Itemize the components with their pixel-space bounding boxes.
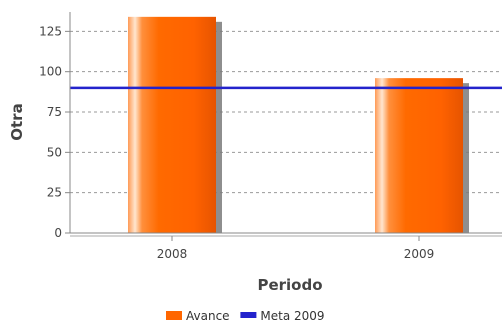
y-tick-label: 100	[39, 65, 62, 79]
bar-2009	[375, 78, 463, 233]
legend-swatch-line	[240, 312, 257, 318]
x-tick-label: 2008	[157, 247, 188, 261]
y-tick-label: 125	[39, 24, 62, 38]
legend-label: Avance	[186, 309, 230, 323]
y-tick-label: 0	[54, 226, 62, 240]
bars	[128, 16, 469, 233]
y-tick-label: 25	[47, 186, 62, 200]
y-tick-label: 75	[47, 105, 62, 119]
y-tick-label: 50	[47, 145, 62, 159]
legend-swatch-bar	[166, 311, 182, 320]
legend: Avance Meta 2009	[166, 309, 325, 323]
bar-2008	[128, 16, 216, 233]
y-axis-ticks: 0 25 50 75 100 125	[39, 24, 70, 240]
x-axis-title: Periodo	[257, 276, 322, 294]
y-axis-title: Otra	[8, 103, 26, 140]
x-axis-ticks: 2008 2009	[157, 236, 435, 261]
x-tick-label: 2009	[404, 247, 435, 261]
legend-label: Meta 2009	[260, 309, 324, 323]
